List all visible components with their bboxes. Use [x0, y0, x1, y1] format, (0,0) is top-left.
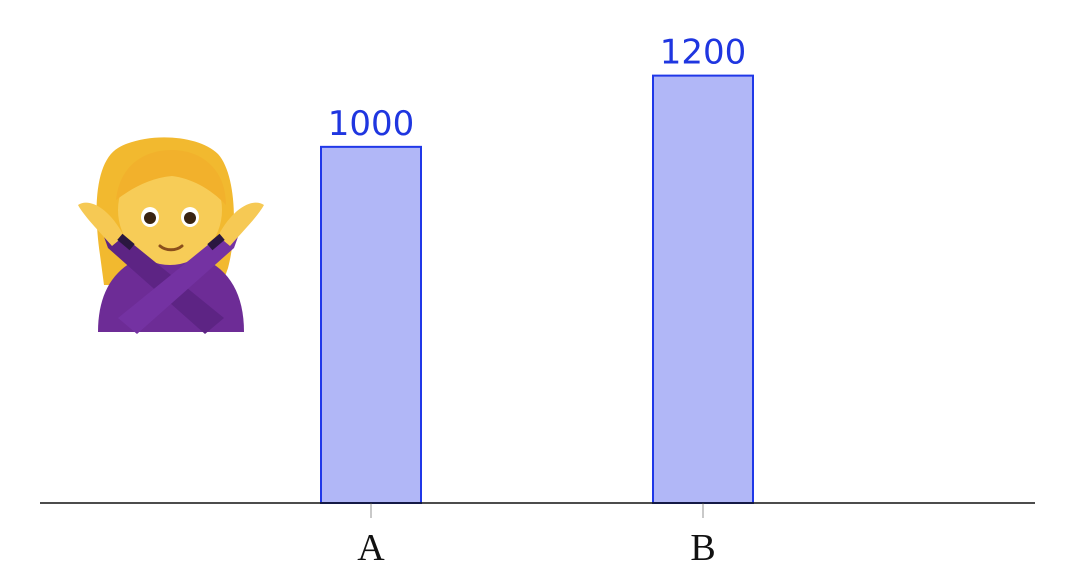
plot-area: 1000 A 1200 B: [40, 33, 1035, 569]
x-tick-label-B: B: [690, 527, 715, 569]
x-tick-label-A: A: [357, 527, 385, 569]
bar-B: [652, 74, 754, 504]
bar-A: [320, 145, 422, 504]
person-gesturing-no-icon: [78, 137, 264, 334]
data-label-B: 1200: [660, 33, 747, 73]
data-label-A: 1000: [328, 104, 415, 144]
